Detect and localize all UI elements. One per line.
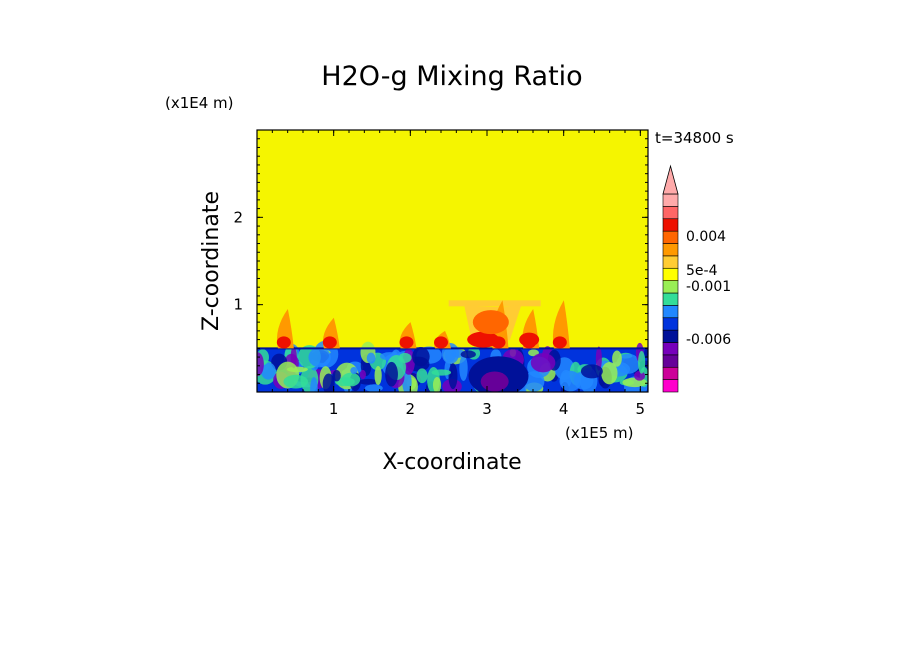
turbulence-patch: [459, 355, 468, 381]
turbulence-patch: [332, 369, 341, 382]
x-scale-label: (x1E5 m): [565, 424, 634, 442]
y-axis-label: Z-coordinate: [199, 191, 224, 331]
turbulence-patch: [322, 373, 335, 392]
colorbar-swatch: [662, 292, 679, 306]
turbulence-patch: [341, 372, 361, 387]
colorbar-tick-label: 5e-4: [686, 263, 718, 279]
turbulence-patch: [260, 362, 276, 380]
colorbar-swatch: [662, 218, 679, 232]
colorbar-swatch: [662, 267, 679, 281]
colorbar-arrow: [662, 164, 679, 195]
turbulence-patch: [530, 353, 556, 373]
turbulence-patch: [350, 367, 358, 375]
plume-core: [434, 336, 448, 349]
colorbar-tick-label: 0.004: [686, 229, 726, 245]
colorbar-swatch: [662, 305, 679, 319]
colorbar-tick-label: -0.001: [686, 279, 731, 295]
turbulence-patch: [431, 369, 452, 376]
colorbar-swatch: [662, 342, 679, 356]
y-scale-label: (x1E4 m): [165, 94, 234, 112]
turbulence-patch: [644, 348, 648, 358]
turbulence-patch: [402, 370, 412, 392]
turbulence-patch: [638, 350, 646, 374]
colorbar-tick-label: -0.006: [686, 332, 731, 348]
turbulence-patch: [448, 363, 458, 390]
colorbar-swatch: [662, 255, 679, 269]
turbulence-patch: [366, 352, 376, 364]
turbulence-patch: [385, 361, 398, 387]
descent-core-inner: [480, 371, 509, 392]
chart-title: H2O-g Mixing Ratio: [321, 61, 582, 92]
turbulence-patch: [595, 346, 602, 371]
plume-core: [552, 336, 567, 349]
turbulence-patch: [612, 350, 622, 367]
colorbar-swatch: [662, 379, 679, 393]
turbulence-patch: [308, 347, 331, 368]
x-tick-label: 4: [559, 400, 569, 418]
y-tick-label: 1: [233, 296, 243, 314]
central-cell: [472, 310, 509, 335]
colorbar-swatch: [662, 366, 679, 380]
turbulence-patch: [364, 384, 383, 392]
plume: [552, 300, 570, 349]
turbulence-patch: [283, 374, 308, 389]
turbulence-patch: [416, 368, 428, 384]
x-axis: 1 2 3 4 5: [271, 130, 646, 418]
plume-core: [322, 336, 337, 349]
colorbar-swatch: [662, 280, 679, 294]
colorbar-swatch: [662, 329, 679, 343]
turbulence-patch: [257, 352, 264, 377]
x-tick-label: 2: [406, 400, 416, 418]
time-label: t=34800 s: [655, 129, 734, 147]
plot-area: [257, 130, 648, 392]
colorbar: 0.004 5e-4-0.001 -0.006: [662, 164, 731, 393]
x-tick-label: 1: [329, 400, 339, 418]
y-tick-label: 2: [233, 208, 243, 226]
turbulence-patch: [358, 378, 378, 385]
x-axis-label: X-coordinate: [382, 450, 521, 475]
turbulence-patch: [616, 353, 640, 374]
colorbar-swatch: [662, 206, 679, 220]
colorbar-swatch: [662, 193, 679, 207]
turbulence-patch: [460, 350, 476, 359]
x-tick-label: 5: [636, 400, 646, 418]
colorbar-swatch: [662, 230, 679, 244]
turbulence-patch: [432, 376, 442, 392]
turbulence-patch: [359, 369, 366, 380]
turbulence-patch: [523, 371, 545, 392]
colorbar-swatch: [662, 354, 679, 368]
turbulence-patch: [559, 370, 582, 392]
turbulence-patch: [580, 364, 603, 379]
plume-core: [399, 336, 414, 349]
colorbar-swatch: [662, 317, 679, 331]
turbulence-patch: [601, 362, 618, 385]
turbulence-patch: [374, 365, 382, 386]
central-core: [519, 332, 540, 347]
y-axis: 12: [233, 138, 648, 384]
colorbar-swatch: [662, 243, 679, 257]
plume-core: [276, 336, 291, 349]
turbulence-patch: [310, 377, 318, 392]
anvil-outer: [448, 300, 541, 307]
central-core: [467, 331, 500, 348]
turbulence-patch: [634, 370, 646, 381]
turbulence-patch: [528, 349, 539, 357]
turbulence-patch: [412, 346, 430, 367]
x-tick-label: 3: [482, 400, 492, 418]
